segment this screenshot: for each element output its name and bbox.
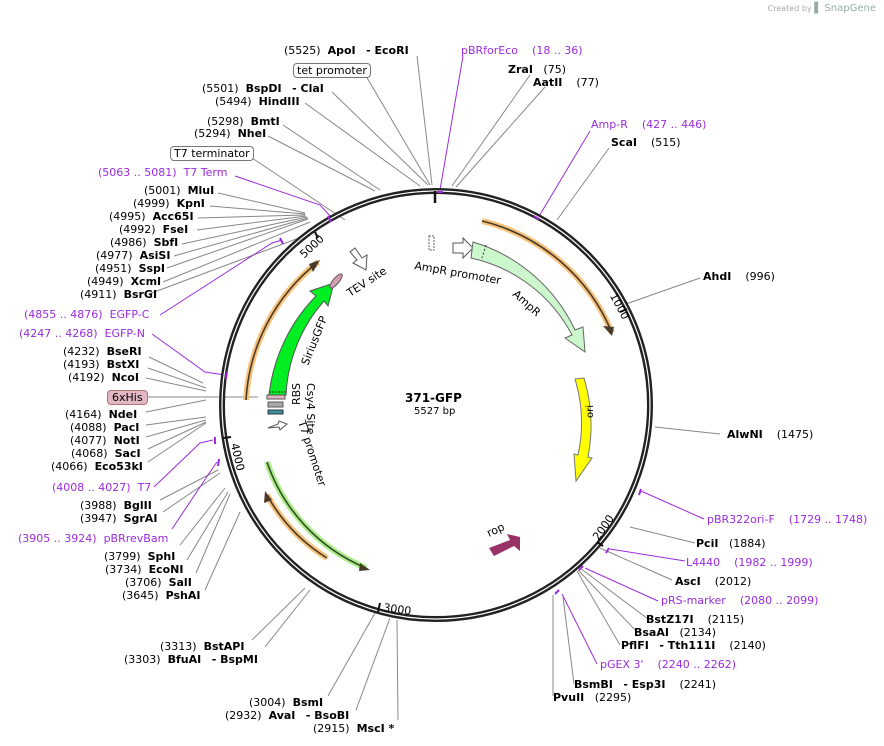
site-label[interactable]: (4949) XcmI <box>87 275 162 288</box>
svg-text:3000: 3000 <box>383 601 413 618</box>
primer-label[interactable]: (4247 .. 4268) EGFP-N <box>19 327 145 340</box>
plasmid-name: 371-GFP <box>405 391 462 405</box>
credit-brand: SnapGene <box>824 3 876 14</box>
site-label[interactable]: (4192) NcoI <box>68 371 139 384</box>
site-label[interactable]: PflFI - Tth111I (2140) <box>621 639 766 652</box>
site-label[interactable]: (4164) NdeI <box>65 408 138 421</box>
site-label[interactable]: (4999) KpnI <box>133 197 205 210</box>
site-label[interactable]: BsmBI - Esp3I (2241) <box>574 678 717 691</box>
primer-label[interactable]: (3905 .. 3924) pBRrevBam <box>18 532 169 545</box>
t7-terminator-shape <box>349 247 368 271</box>
site-label[interactable]: (5298) BmtI <box>207 115 280 128</box>
snapgene-credit: Created by ▌ SnapGene <box>768 3 876 14</box>
primer-label[interactable]: Amp-R (427 .. 446) <box>591 118 707 131</box>
site-label[interactable]: (4995) Acc65I <box>109 210 194 223</box>
primer-label[interactable]: (4008 .. 4027) T7 <box>52 481 152 494</box>
site-label[interactable]: PciI (1884) <box>696 537 766 550</box>
primer-leader-lines <box>151 55 705 665</box>
site-label[interactable]: PvuII (2295) <box>553 691 632 704</box>
t7-terminator-label[interactable]: T7 terminator <box>170 146 254 161</box>
credit-prefix: Created by <box>767 4 812 13</box>
his-tag-shape <box>267 401 284 408</box>
primer-label[interactable]: (5063 .. 5081) T7 Term <box>98 166 228 179</box>
primer-label[interactable]: pBR322ori-F (1729 .. 1748) <box>707 513 868 526</box>
site-label[interactable]: (4992) FseI <box>119 223 189 236</box>
csy4-site-shape <box>267 409 284 415</box>
rbs-shape <box>266 394 286 400</box>
csy4-site-label: Csy4 Site <box>304 383 317 435</box>
site-label[interactable]: (5501) BspDI - ClaI <box>202 82 324 95</box>
6xhis-label[interactable]: 6xHis <box>107 390 148 405</box>
t7-promoter-shape <box>267 420 288 431</box>
ori-arrow <box>573 377 593 483</box>
primer-label[interactable]: pBRforEco (18 .. 36) <box>461 44 583 57</box>
site-label[interactable]: (3947) SgrAI <box>80 512 158 525</box>
site-label[interactable]: (5494) HindIII <box>215 95 300 108</box>
site-label[interactable]: (4068) SacI <box>71 447 141 460</box>
ampr-promoter-shape <box>452 236 474 260</box>
siriusgfp-arrow <box>268 282 335 396</box>
ori-label: ori <box>585 405 596 418</box>
site-label[interactable]: (2932) AvaI - BsoBI <box>225 709 350 722</box>
site-label[interactable]: (3645) PshAI <box>122 589 201 602</box>
primer-marks <box>214 191 642 595</box>
site-label[interactable]: (3799) SphI <box>104 550 176 563</box>
site-label[interactable]: (3004) BsmI <box>249 696 324 709</box>
svg-text:4000: 4000 <box>228 442 247 472</box>
site-label[interactable]: (3734) EcoNI <box>105 563 184 576</box>
site-label[interactable]: (5294) NheI <box>194 127 267 140</box>
site-label[interactable]: (4193) BstXI <box>63 358 140 371</box>
site-label[interactable]: BsaAI (2134) <box>634 626 717 639</box>
site-label[interactable]: (3988) BglII <box>80 499 152 512</box>
site-label[interactable]: (4066) Eco53kI <box>51 460 143 473</box>
site-label[interactable]: BstZ17I (2115) <box>646 613 745 626</box>
site-label[interactable]: AatII (77) <box>533 76 599 89</box>
site-label[interactable]: (2915) MscI * <box>313 722 395 735</box>
rop-arrow <box>489 534 520 556</box>
site-label[interactable]: (3303) BfuAI - BspMI <box>124 653 258 666</box>
primer-label[interactable]: pRS-marker (2080 .. 2099) <box>661 594 819 607</box>
site-label[interactable]: (5525) ApoI - EcoRI <box>284 44 409 57</box>
primer-label[interactable]: L4440 (1982 .. 1999) <box>686 556 813 569</box>
rbs-label: RBS <box>290 383 303 405</box>
site-label[interactable]: (3706) SalI <box>125 576 192 589</box>
plasmid-length: 5527 bp <box>414 406 456 417</box>
site-label[interactable]: ZraI (75) <box>508 63 567 76</box>
ampr-arrow <box>470 241 586 354</box>
snapgene-logo: ▌ <box>814 3 822 14</box>
site-label[interactable]: (4911) BsrGI <box>80 288 158 301</box>
site-label[interactable]: AhdI (996) <box>703 270 775 283</box>
site-label[interactable]: AscI (2012) <box>675 575 752 588</box>
site-label[interactable]: (4077) NotI <box>70 434 140 447</box>
ampr-small-marker <box>428 235 435 251</box>
scale-ticks <box>222 231 628 613</box>
site-label[interactable]: ScaI (515) <box>611 136 681 149</box>
site-leader-lines <box>144 55 721 721</box>
primer-label[interactable]: (4855 .. 4876) EGFP-C <box>24 308 150 321</box>
site-label[interactable]: (3313) BstAPI <box>160 640 245 653</box>
site-label[interactable]: (5001) MluI <box>144 184 215 197</box>
site-label[interactable]: (4986) SbfI <box>110 236 179 249</box>
orf-arrowheads <box>264 260 614 571</box>
site-label[interactable]: (4232) BseRI <box>63 345 142 358</box>
site-label[interactable]: AlwNI (1475) <box>727 428 814 441</box>
orf-arcs <box>243 218 615 571</box>
site-label[interactable]: (4951) SspI <box>95 262 166 275</box>
tet-promoter-label[interactable]: tet promoter <box>293 63 371 78</box>
site-label[interactable]: (4977) AsiSI <box>96 249 171 262</box>
primer-label[interactable]: pGEX 3' (2240 .. 2262) <box>600 658 737 671</box>
site-label[interactable]: (4088) PacI <box>70 421 140 434</box>
tev-site-shape <box>329 273 343 289</box>
rop-label: rop <box>485 520 507 539</box>
